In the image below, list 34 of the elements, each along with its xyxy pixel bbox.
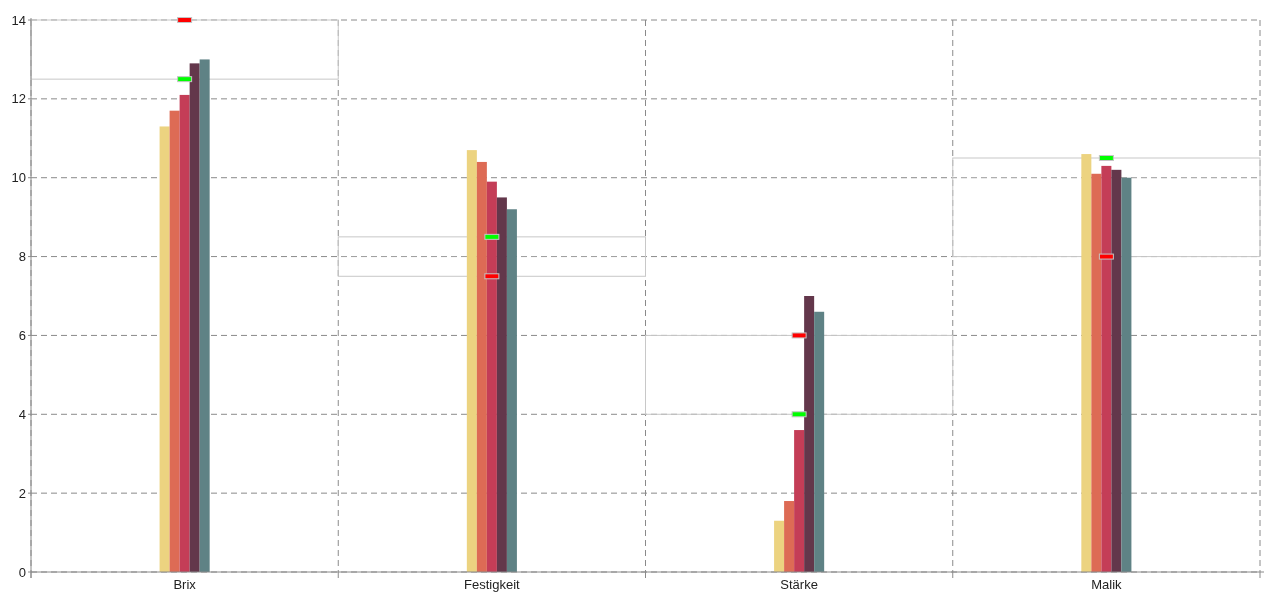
x-tick-label: Stärke [780,577,818,592]
x-tick-label: Brix [173,577,197,592]
bar [506,209,517,572]
bar [496,197,507,572]
bar [814,311,825,572]
bar [774,520,785,572]
bar [169,110,180,572]
bar [794,430,805,572]
bar [645,334,954,415]
y-tick-label: 12 [11,91,26,107]
y-tick-label: 10 [11,170,26,186]
bar [159,126,170,572]
bar [199,59,210,572]
bar [784,501,795,572]
y-tick-label: 0 [18,564,26,580]
x-tick-label: Malik [1091,577,1123,592]
bar [179,94,190,572]
bar [466,150,477,572]
y-tick-label: 4 [18,406,26,422]
bar [1121,177,1132,572]
bar [804,296,815,572]
bar [476,161,487,572]
bar [1111,169,1122,572]
bar [30,19,339,80]
y-tick-label: 2 [18,485,26,501]
y-tick-label: 14 [11,12,26,28]
x-tick-label: Festigkeit [464,577,521,592]
bar [1081,154,1092,572]
bar [1091,173,1102,572]
bar [1101,165,1112,572]
bar [486,181,497,572]
y-tick-label: 8 [18,249,26,265]
y-tick-label: 6 [18,327,26,343]
bar [189,63,200,572]
